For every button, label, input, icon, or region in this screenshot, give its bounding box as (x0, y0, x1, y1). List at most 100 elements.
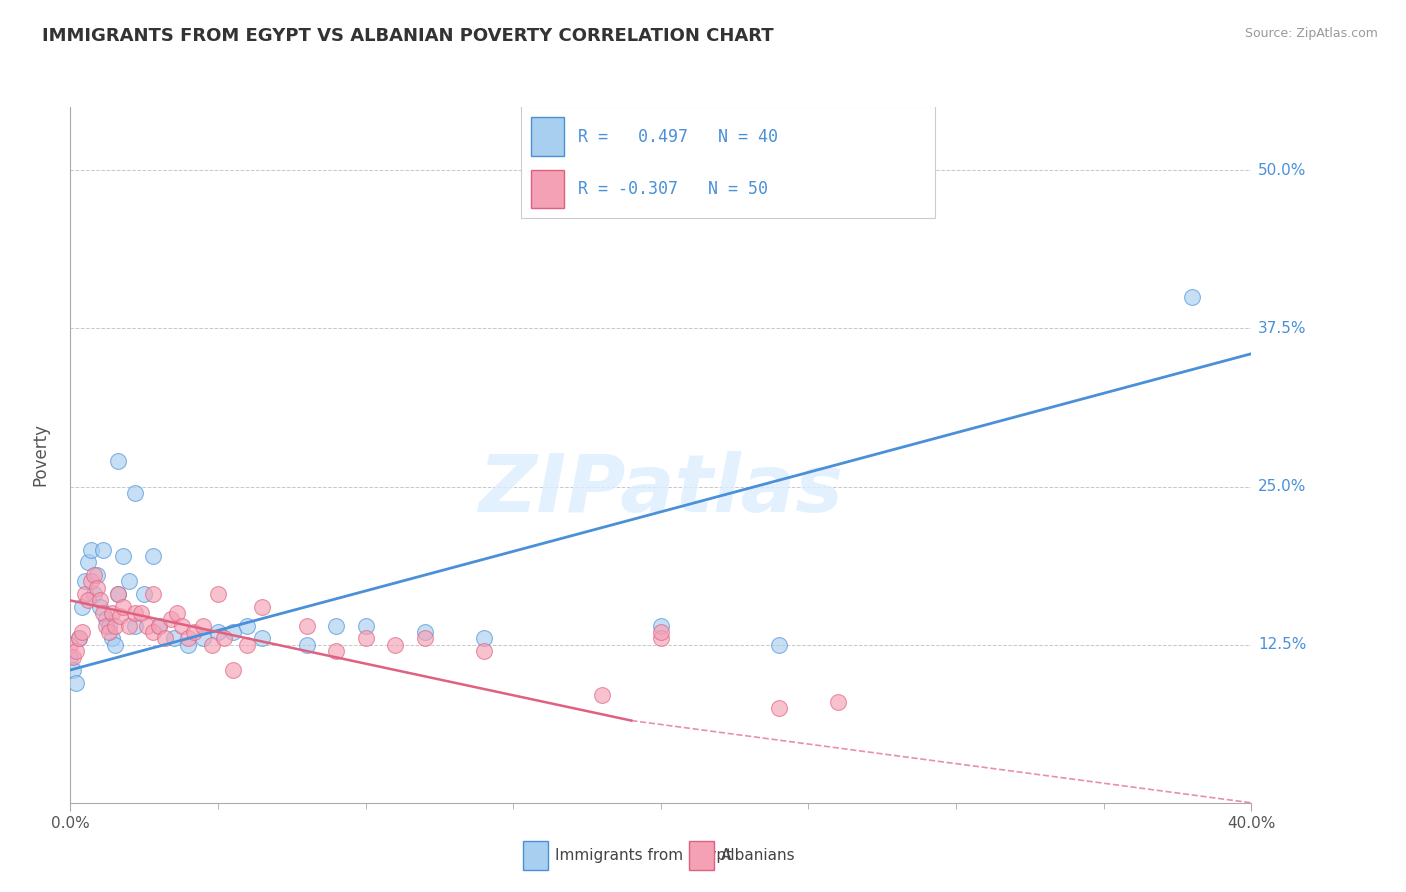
Point (295, 638, 318, 652)
Point (148, 618, 170, 632)
Point (183, 625, 205, 640)
Point (472, 644, 495, 658)
Point (110, 608, 132, 623)
Point (384, 638, 406, 652)
Point (89, 593, 111, 607)
Point (104, 618, 127, 632)
Point (112, 549, 135, 563)
Point (650, 632, 672, 646)
Point (201, 638, 224, 652)
Point (142, 625, 165, 640)
Point (413, 632, 436, 646)
Point (104, 638, 127, 652)
Point (650, 625, 672, 640)
Point (163, 632, 186, 646)
Text: 37.5%: 37.5% (1258, 321, 1306, 336)
Point (97, 618, 120, 632)
Point (354, 632, 377, 646)
Point (129, 606, 152, 620)
Point (100, 632, 122, 646)
Point (768, 701, 790, 715)
Point (59, 638, 82, 652)
FancyBboxPatch shape (522, 105, 935, 219)
Text: Source: ZipAtlas.com: Source: ZipAtlas.com (1244, 27, 1378, 40)
Point (132, 587, 156, 601)
Point (80, 574, 103, 589)
Point (67, 632, 90, 646)
Text: IMMIGRANTS FROM EGYPT VS ALBANIAN POVERTY CORRELATION CHART: IMMIGRANTS FROM EGYPT VS ALBANIAN POVERT… (42, 27, 773, 45)
Point (97, 625, 120, 640)
Point (77, 556, 100, 570)
Point (250, 632, 273, 646)
Point (207, 625, 229, 640)
Text: 12.5%: 12.5% (1258, 637, 1306, 652)
Point (136, 618, 159, 632)
Point (1181, 290, 1204, 304)
Point (62, 663, 84, 677)
Point (118, 574, 141, 589)
Point (118, 618, 141, 632)
Text: 50.0%: 50.0% (1258, 163, 1306, 178)
Point (768, 638, 790, 652)
Point (107, 587, 129, 601)
Point (65, 644, 87, 658)
Point (142, 549, 165, 563)
Point (191, 618, 214, 632)
FancyBboxPatch shape (531, 169, 564, 208)
Point (107, 454, 129, 468)
Point (100, 606, 122, 620)
Point (354, 618, 377, 632)
Point (207, 587, 229, 601)
Point (250, 599, 273, 614)
Text: ZIPatlas: ZIPatlas (478, 450, 844, 529)
Point (142, 587, 165, 601)
Point (159, 612, 181, 626)
Text: 25.0%: 25.0% (1258, 479, 1306, 494)
Point (153, 632, 176, 646)
Point (325, 618, 347, 632)
Text: R = -0.307   N = 50: R = -0.307 N = 50 (578, 180, 768, 198)
Point (70, 625, 93, 640)
Point (83, 568, 105, 582)
Point (80, 542, 103, 557)
Point (472, 632, 495, 646)
Point (124, 486, 146, 500)
Point (222, 625, 245, 640)
Point (62, 650, 84, 665)
Point (172, 618, 194, 632)
Point (236, 618, 259, 632)
Point (70, 599, 93, 614)
Point (91, 606, 114, 620)
Point (86, 568, 108, 582)
Point (94, 618, 117, 632)
Y-axis label: Poverty: Poverty (31, 424, 49, 486)
Point (124, 606, 146, 620)
Point (413, 625, 436, 640)
Point (75, 587, 96, 601)
Point (827, 695, 849, 709)
Point (325, 644, 347, 658)
Point (148, 618, 170, 632)
Text: Albanians: Albanians (721, 848, 796, 863)
Point (83, 587, 105, 601)
Point (177, 638, 200, 652)
Point (91, 542, 114, 557)
Text: R =   0.497   N = 40: R = 0.497 N = 40 (578, 128, 778, 145)
Point (177, 632, 200, 646)
Point (77, 593, 100, 607)
Point (112, 599, 135, 614)
Point (89, 599, 111, 614)
Point (591, 688, 613, 702)
FancyBboxPatch shape (531, 118, 564, 156)
Point (67, 632, 90, 646)
Text: Immigrants from Egypt: Immigrants from Egypt (555, 848, 733, 863)
Point (65, 675, 87, 690)
Point (191, 632, 214, 646)
Point (650, 618, 672, 632)
Point (107, 587, 129, 601)
Point (236, 638, 259, 652)
Point (166, 606, 188, 620)
Point (295, 618, 318, 632)
Point (59, 650, 82, 665)
Point (212, 632, 235, 646)
